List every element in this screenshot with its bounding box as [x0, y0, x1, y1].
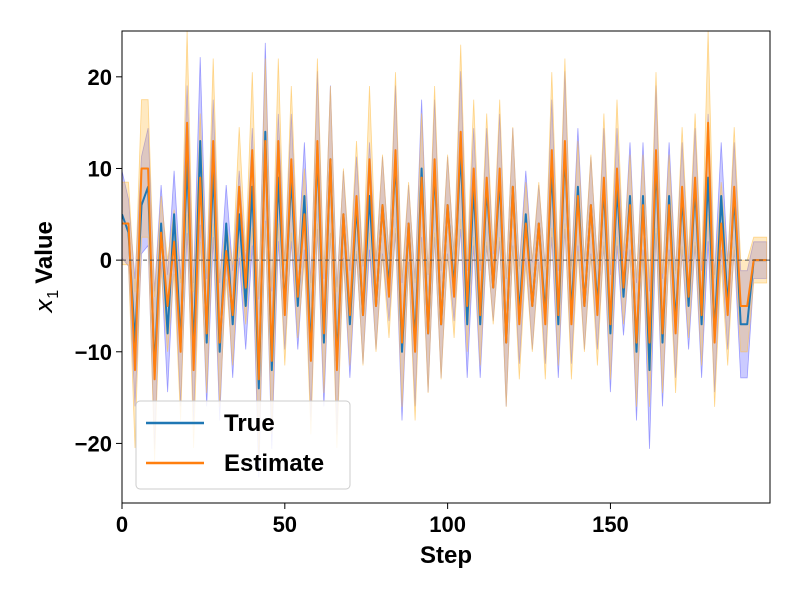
- line-estimate: [122, 121, 767, 381]
- y-tick-label: −20: [75, 431, 112, 456]
- y-axis-label: x1 Value: [30, 221, 62, 314]
- legend-label-true: True: [224, 410, 275, 437]
- x-tick-label: 50: [273, 512, 297, 537]
- y-tick-label: −10: [75, 340, 112, 365]
- y-tick-label: 0: [100, 248, 112, 273]
- svg-text:x1Value: x1 Value: [30, 221, 62, 314]
- series-lines: [122, 121, 767, 390]
- y-tick-label: 20: [88, 65, 112, 90]
- x-tick-label: 0: [116, 512, 128, 537]
- y-tick-label: 10: [88, 156, 112, 181]
- y-axis-label-subscript: 1: [45, 290, 62, 299]
- x-tick-label: 150: [592, 512, 629, 537]
- y-axis-ticks: −20 −10 0 10 20: [75, 65, 122, 456]
- x-tick-label: 100: [429, 512, 466, 537]
- x-axis-ticks: 0 50 100 150: [116, 503, 629, 537]
- y-axis-label-text: Value: [31, 221, 58, 284]
- x-axis-label: Step: [420, 542, 472, 569]
- y-axis-label-variable: x: [30, 298, 58, 314]
- legend: True Estimate: [135, 400, 351, 490]
- plot-area-frame: [121, 30, 771, 504]
- legend-label-estimate: Estimate: [224, 450, 324, 477]
